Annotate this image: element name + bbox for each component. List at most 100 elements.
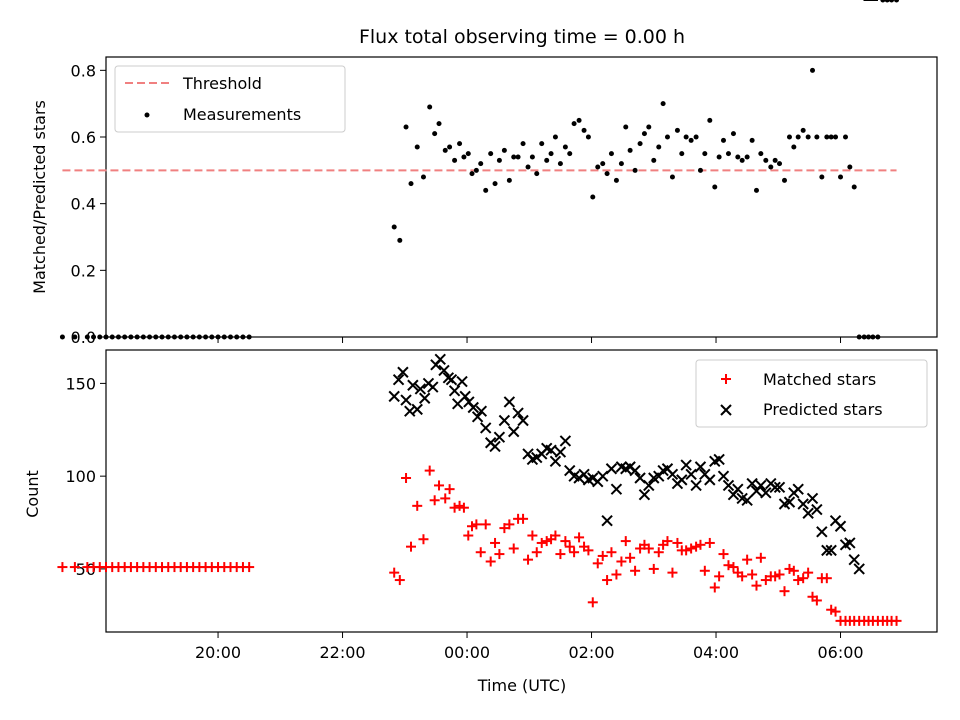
matched-star-point [784,563,795,574]
predicted-star-point [806,492,819,505]
measurement-point [758,151,764,157]
matched-star-point [560,536,571,547]
measurement-point [461,154,467,160]
predicted-star-point [517,414,529,427]
predicted-star-point [680,459,692,471]
matched-star-point [523,554,534,565]
predicted-star-point [629,464,641,477]
ratio-y-tick-label: 0.6 [71,128,96,147]
measurement-point [880,0,886,3]
legend-measurements-swatch [144,112,150,118]
measurement-point [702,151,708,157]
measurement-point [842,134,848,140]
measurement-point [688,137,694,143]
matched-star-point [611,569,622,580]
matched-star-point [444,484,455,495]
predicted-star-point [811,503,823,516]
matched-star-point [793,575,804,586]
predicted-star-point [549,455,562,468]
measurement-point [590,194,596,200]
measurement-point [889,0,895,3]
measurement-point [716,154,722,160]
measurement-point [884,0,890,3]
measurement-point [469,171,475,177]
predicted-star-point [694,461,707,473]
legend-predicted-label: Predicted stars [763,400,883,419]
matched-star-point [458,502,469,513]
x-tick-label: 02:00 [568,643,614,662]
measurement-point [600,161,606,167]
matched-star-point [774,569,785,580]
measurement-point [492,181,498,187]
matched-star-point [454,500,465,511]
measurement-point [420,174,426,180]
measurement-point [739,157,745,163]
predicted-star-point [638,489,651,501]
measurement-point [814,134,820,140]
measurement-point [781,177,787,183]
measurement-point [720,137,726,143]
measurement-point [683,134,689,140]
measurement-point [525,164,531,170]
matched-star-point [555,549,566,560]
legend-matched-marker [721,374,731,384]
matched-star-point [653,547,664,558]
predicted-star-point [400,394,412,406]
matched-star-point [648,563,659,574]
predicted-star-point [434,353,446,365]
matched-star-point [475,547,486,558]
x-axis-label: Time (UTC) [477,676,566,695]
measurement-point [442,147,448,153]
measurement-point [59,334,65,340]
predicted-star-point [783,496,796,508]
measurement-point [548,151,554,157]
x-tick-label: 20:00 [195,643,241,662]
matched-star-point [821,573,832,584]
predicted-star-point [713,453,725,466]
measurement-point [165,334,171,340]
measurement-point [707,117,713,123]
predicted-star-point [853,563,865,575]
predicted-star-point [746,477,758,490]
matched-star-point [449,502,460,513]
measurement-point [227,334,233,340]
ratio-plot-area [105,56,938,338]
matched-star-point [244,562,255,573]
measurement-point [646,124,652,130]
predicted-star-point [732,483,744,495]
matched-star-point [518,513,529,524]
matched-star-point [412,500,423,511]
matched-star-point [704,537,715,548]
predicted-star-point [769,481,781,493]
matched-star-point [737,571,748,582]
count-y-tick-label: 150 [65,374,96,393]
matched-star-point [742,554,753,565]
measurement-point [571,121,577,127]
legend-matched-label: Matched stars [763,370,876,389]
measurement-point [529,154,535,160]
measurement-point [664,134,670,140]
predicted-star-point [605,463,618,475]
measurement-point [534,171,540,177]
legend-predicted-swatch [720,404,732,416]
measurement-point [660,101,666,107]
measurement-point [140,334,146,340]
measurement-point [595,164,601,170]
matched-star-point [471,519,482,530]
matched-star-point [597,550,608,561]
predicted-star-point [445,373,458,386]
predicted-star-point [690,479,702,492]
matched-star-point [406,541,417,552]
predicted-star-point [802,507,814,519]
measurement-point [576,117,582,123]
measurement-point [408,181,414,187]
predicted-star-point [773,481,786,493]
predicted-star-point [503,396,516,408]
matched-star-point [592,558,603,569]
measurement-point [585,134,591,140]
predicted-star-point [471,411,484,423]
matched-star-point [662,536,673,547]
measurement-point [562,144,568,150]
matched-star-point [424,465,435,476]
measurement-point [436,121,442,127]
